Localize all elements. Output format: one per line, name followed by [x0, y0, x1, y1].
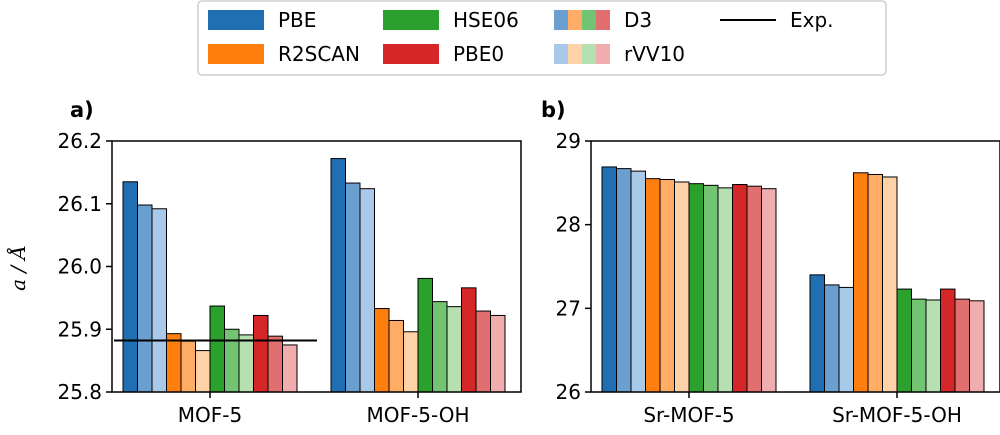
panel-b-bar-sr-mof-5-oh-r2scan-base — [853, 172, 869, 393]
panel-b-bar-sr-mof-5-oh-hse06-rvv10 — [925, 299, 941, 393]
panel-a-axes-frame — [111, 140, 522, 393]
panel-b-bar-sr-mof-5-pbe-rvv10 — [630, 170, 646, 393]
panel-b-xtick-label-0: Sr-MOF-5 — [643, 403, 734, 427]
legend-swatch-hse06 — [383, 10, 439, 30]
panel-a-bar-mof-5-oh-hse06-rvv10 — [446, 306, 462, 393]
panel-a-bar-mof-5-pbe0-rvv10 — [282, 344, 298, 393]
panel-a-ytick-label-4: 26.2 — [57, 129, 102, 153]
legend-swatch-pbe — [208, 10, 264, 30]
panel-a-bar-mof-5-oh-hse06-base — [417, 277, 433, 393]
legend-label-pbe0: PBE0 — [453, 42, 504, 66]
panel-b-bar-sr-mof-5-oh-r2scan-d3 — [867, 173, 883, 393]
legend-swatch-d3-pbe — [554, 10, 568, 30]
panel-a-ylabel: a / Å — [5, 245, 30, 291]
legend-item-pbe0: PBE0 — [383, 42, 504, 66]
panel-b-xtick-label-1: Sr-MOF-5-OH — [832, 403, 962, 427]
panel-b-bar-sr-mof-5-pbe0-d3 — [746, 185, 762, 393]
panel-a-ytick-label-2: 26.0 — [57, 255, 102, 279]
panel-a-bar-mof-5-pbe-base — [122, 181, 138, 393]
legend-swatch-d3-pbe0 — [596, 10, 610, 30]
legend-item-exp: Exp. — [720, 8, 834, 32]
legend-swatch-d3-hse06 — [582, 10, 596, 30]
legend-item-rvv10: rVV10 — [554, 42, 685, 66]
panel-a-bar-mof-5-oh-pbe-rvv10 — [359, 188, 375, 393]
panel-b-label: b) — [541, 98, 566, 122]
panel-b-bar-sr-mof-5-r2scan-d3 — [659, 178, 675, 393]
panel-a-bar-mof-5-oh-pbe0-base — [461, 287, 477, 393]
panel-b-ytick-label-0: 26 — [556, 380, 581, 404]
panel-b-bar-sr-mof-5-pbe0-base — [732, 184, 748, 393]
legend-label-d3: D3 — [624, 8, 652, 32]
panel-a-ytick-label-0: 25.8 — [57, 380, 102, 404]
panel-a-bar-mof-5-oh-pbe-d3 — [345, 182, 361, 393]
legend-swatch-rvv10-pbe0 — [596, 44, 610, 64]
legend-item-r2scan: R2SCAN — [208, 42, 360, 66]
panel-a-bar-mof-5-hse06-rvv10 — [238, 334, 254, 393]
legend-swatch-rvv10-pbe — [554, 44, 568, 64]
legend: PBE R2SCAN HSE06 PBE0 D3 rVV10 Exp. — [197, 0, 887, 76]
panel-b-bar-sr-mof-5-oh-r2scan-rvv10 — [882, 176, 898, 393]
panel-a-label: a) — [70, 98, 94, 122]
legend-swatch-pbe0 — [383, 44, 439, 64]
panel-a-bar-mof-5-oh-pbe-base — [330, 158, 346, 393]
panel-a-bar-mof-5-pbe0-base — [253, 314, 269, 393]
panel-b-bar-sr-mof-5-oh-pbe-rvv10 — [838, 286, 854, 393]
panel-b: b) Sr-MOF-5 Sr-MOF-5-OH 26 27 28 29 — [541, 98, 1000, 427]
legend-label-hse06: HSE06 — [453, 8, 519, 32]
panel-b-bar-sr-mof-5-oh-hse06-d3 — [911, 298, 927, 393]
panel-b-bar-sr-mof-5-oh-pbe-base — [809, 274, 825, 393]
panel-b-bar-sr-mof-5-oh-pbe-d3 — [824, 284, 840, 393]
panel-a-bar-mof-5-oh-r2scan-rvv10 — [403, 331, 419, 393]
panel-a-bar-mof-5-r2scan-base — [166, 333, 182, 393]
panel-b-bar-sr-mof-5-r2scan-base — [645, 178, 661, 393]
panel-b-bar-sr-mof-5-pbe0-rvv10 — [761, 188, 777, 393]
panel-b-bar-sr-mof-5-hse06-d3 — [703, 184, 719, 393]
panel-b-bar-sr-mof-5-pbe-d3 — [616, 168, 632, 393]
panel-a-bar-mof-5-oh-r2scan-base — [374, 308, 390, 393]
legend-frame — [197, 0, 887, 76]
panel-a-ytick-label-3: 26.1 — [57, 192, 102, 216]
panel-a-ytick-label-1: 25.9 — [57, 317, 102, 341]
panel-a-bar-mof-5-oh-r2scan-d3 — [388, 319, 404, 393]
panel-b-bar-sr-mof-5-oh-pbe0-d3 — [954, 298, 970, 393]
panel-a-xtick-label-1: MOF-5-OH — [367, 403, 470, 427]
legend-label-rvv10: rVV10 — [624, 42, 685, 66]
legend-swatch-rvv10-hse06 — [582, 44, 596, 64]
panel-b-bar-sr-mof-5-oh-hse06-base — [896, 288, 912, 393]
legend-swatch-d3-r2scan — [568, 10, 582, 30]
panel-a-bar-mof-5-pbe-rvv10 — [151, 208, 167, 393]
panel-a-bar-mof-5-oh-pbe0-rvv10 — [490, 314, 506, 393]
panel-b-bar-sr-mof-5-oh-pbe0-rvv10 — [969, 300, 985, 393]
panel-a-bar-mof-5-hse06-base — [209, 305, 225, 393]
panel-b-bar-sr-mof-5-oh-pbe0-base — [940, 288, 956, 393]
panel-a-bar-mof-5-oh-hse06-d3 — [432, 301, 448, 393]
legend-label-exp: Exp. — [790, 8, 834, 32]
panel-b-bar-sr-mof-5-pbe-base — [601, 166, 617, 393]
legend-label-r2scan: R2SCAN — [278, 42, 360, 66]
legend-item-pbe: PBE — [208, 8, 316, 32]
panel-a-bar-mof-5-pbe0-d3 — [267, 335, 283, 393]
legend-swatch-rvv10-r2scan — [568, 44, 582, 64]
legend-label-pbe: PBE — [278, 8, 316, 32]
panel-a-bar-mof-5-r2scan-rvv10 — [195, 350, 211, 393]
panel-b-ytick-label-1: 27 — [556, 296, 581, 320]
panel-b-ytick-label-3: 29 — [556, 129, 581, 153]
panel-a: a) a / Å MOF-5 MOF-5-OH 25.8 25.9 26.0 26.1 26… — [5, 98, 522, 427]
panel-a-bar-mof-5-pbe-d3 — [137, 204, 153, 393]
legend-item-hse06: HSE06 — [383, 8, 519, 32]
panel-b-axes-frame — [590, 140, 1000, 393]
panel-a-bar-mof-5-hse06-d3 — [224, 328, 240, 393]
legend-item-d3: D3 — [554, 8, 652, 32]
panel-b-ytick-label-2: 28 — [556, 213, 581, 237]
panel-b-bar-sr-mof-5-hse06-base — [688, 183, 704, 393]
panel-b-bar-sr-mof-5-r2scan-rvv10 — [674, 181, 690, 393]
legend-swatch-r2scan — [208, 44, 264, 64]
panel-a-bar-mof-5-r2scan-d3 — [180, 340, 196, 393]
panel-b-bar-sr-mof-5-hse06-rvv10 — [717, 187, 733, 393]
panel-a-bar-mof-5-oh-pbe0-d3 — [475, 310, 491, 393]
panel-a-xtick-label-0: MOF-5 — [178, 403, 242, 427]
